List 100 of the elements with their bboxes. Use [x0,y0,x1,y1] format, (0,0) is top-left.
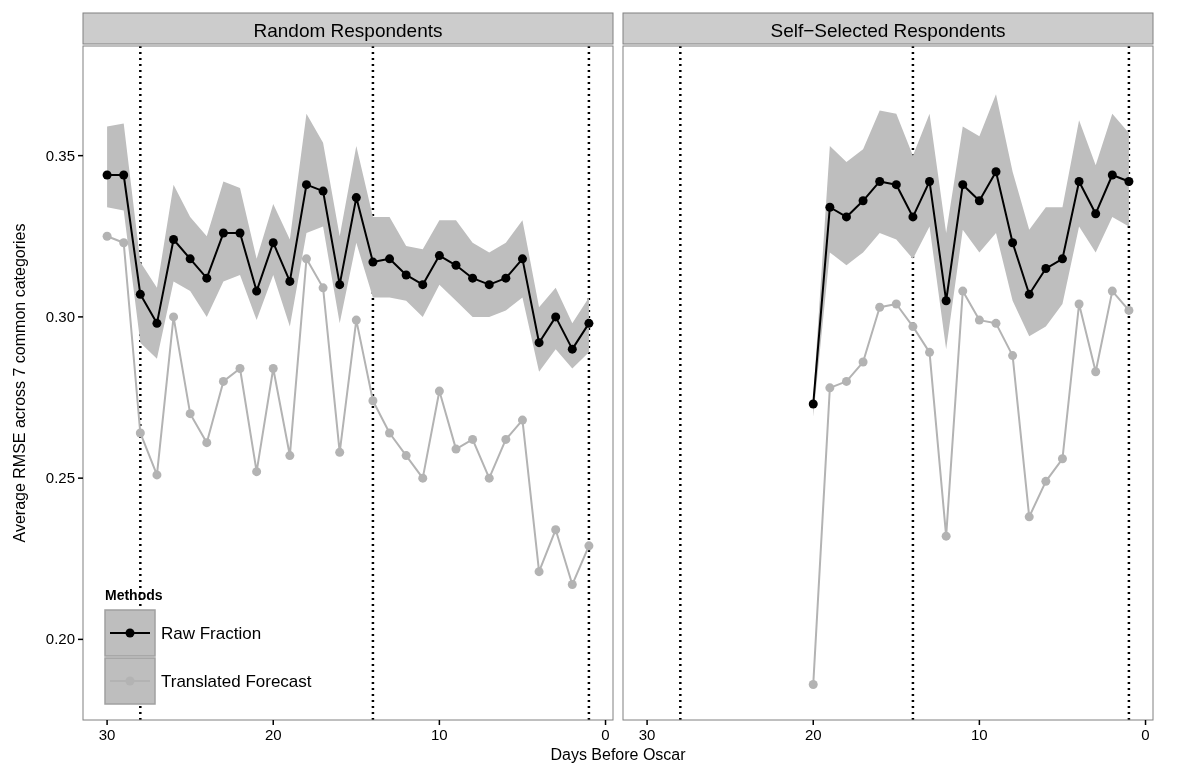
point [351,315,361,325]
x-tick-label: 10 [431,726,448,743]
point [517,415,527,425]
point [974,196,984,206]
point [1024,289,1034,299]
point [908,212,918,222]
point [1057,454,1067,464]
point [451,444,461,454]
point [401,451,411,461]
point [351,193,361,203]
point [925,176,935,186]
point [102,170,112,180]
point [825,383,835,393]
point [858,357,868,367]
legend-label: Raw Fraction [161,624,262,643]
point [1107,170,1117,180]
point [891,299,901,309]
y-tick-label: 0.25 [45,469,75,487]
point [501,273,511,283]
point [1041,264,1051,274]
x-axis-title: Days Before Oscar [550,746,687,763]
point [335,447,345,457]
point [1124,305,1134,315]
y-axis-title: Average RMSE across 7 common categories [11,223,28,543]
point [1041,476,1051,486]
point [974,315,984,325]
point [1074,176,1084,186]
point [567,344,577,354]
point [841,212,851,222]
legend-label: Translated Forecast [161,672,312,691]
point [252,467,262,477]
point [252,286,262,296]
point [401,270,411,280]
point [534,567,544,577]
point [941,296,951,306]
point [418,280,428,290]
x-tick-label: 30 [98,726,116,743]
point [551,525,561,535]
point [169,312,179,322]
point [1091,367,1101,377]
point [1074,299,1084,309]
point [875,302,885,312]
point [318,283,328,293]
point [385,254,395,264]
point [517,254,527,264]
point [875,176,885,186]
point [1057,254,1067,264]
point [218,228,228,238]
point [335,280,345,290]
point [368,257,378,267]
y-tick-label: 0.20 [45,630,75,648]
point [102,231,112,241]
x-tick-label: 10 [971,726,988,743]
point [891,180,901,190]
point [268,238,278,248]
point [991,318,1001,328]
point [468,273,478,283]
point [484,473,494,483]
point [434,386,444,396]
point [1008,238,1018,248]
point [202,273,212,283]
x-tick-label: 20 [264,726,282,743]
point [135,289,145,299]
point [925,347,935,357]
point [808,399,818,409]
point [368,396,378,406]
point [1091,209,1101,219]
point [185,254,195,264]
x-tick-label: 20 [804,726,822,743]
point [385,428,395,438]
point [119,170,129,180]
point [584,541,594,551]
point [418,473,428,483]
point [235,228,245,238]
x-tick-label: 30 [638,726,656,743]
point [301,254,311,264]
point [468,434,478,444]
point [941,531,951,541]
point [301,180,311,190]
point [451,260,461,270]
point [584,318,594,328]
point [1008,351,1018,361]
x-tick-label: 0 [601,726,610,743]
point [185,409,195,419]
point [285,276,295,286]
point [434,251,444,261]
point [567,580,577,590]
chart-title: Random Respondents [253,20,443,41]
x-tick-label: 0 [1141,726,1150,743]
point [501,434,511,444]
legend-title: Methods [105,587,163,603]
point [202,438,212,448]
point [268,363,278,373]
point [991,167,1001,177]
point [484,280,494,290]
point [1124,176,1134,186]
point [152,470,162,480]
point [958,180,968,190]
point [235,363,245,373]
chart-title: Self−Selected Respondents [770,20,1006,41]
